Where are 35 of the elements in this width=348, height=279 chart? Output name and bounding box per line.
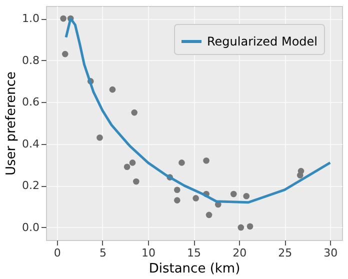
point — [174, 197, 180, 204]
point — [178, 160, 185, 166]
point — [296, 172, 304, 178]
point — [124, 164, 130, 170]
point — [131, 109, 138, 116]
y-tick-label: 0.6 — [22, 96, 40, 109]
point — [243, 192, 250, 200]
x-tick-label: 10 — [142, 246, 156, 260]
y-tick-label: 0.8 — [22, 54, 40, 67]
point — [192, 195, 199, 202]
y-tick-label: 1.0 — [22, 12, 40, 26]
y-tick-label: 0.2 — [22, 179, 40, 192]
point — [96, 134, 103, 141]
point — [109, 86, 116, 93]
point — [129, 160, 136, 166]
x-tick-label: 0 — [54, 246, 61, 260]
y-axis-title: User preference — [4, 71, 20, 176]
point — [174, 186, 180, 194]
y-tick-label: 0.4 — [22, 137, 40, 150]
x-tick-label: 15 — [187, 246, 202, 260]
y-tick-label: 0.0 — [22, 220, 40, 234]
point — [60, 15, 66, 22]
point — [230, 190, 237, 198]
point — [238, 224, 244, 231]
x-tick-label: 20 — [232, 246, 247, 260]
x-tick-label: 30 — [324, 246, 338, 260]
point — [203, 157, 210, 164]
legend-label: Regularized Model — [207, 34, 318, 48]
point — [206, 212, 212, 218]
x-tick-label: 5 — [99, 246, 106, 260]
x-tick-label: 25 — [278, 246, 292, 260]
point — [133, 178, 140, 185]
x-axis-title: Distance (km) — [148, 262, 240, 276]
point — [62, 50, 68, 58]
point — [246, 223, 254, 230]
